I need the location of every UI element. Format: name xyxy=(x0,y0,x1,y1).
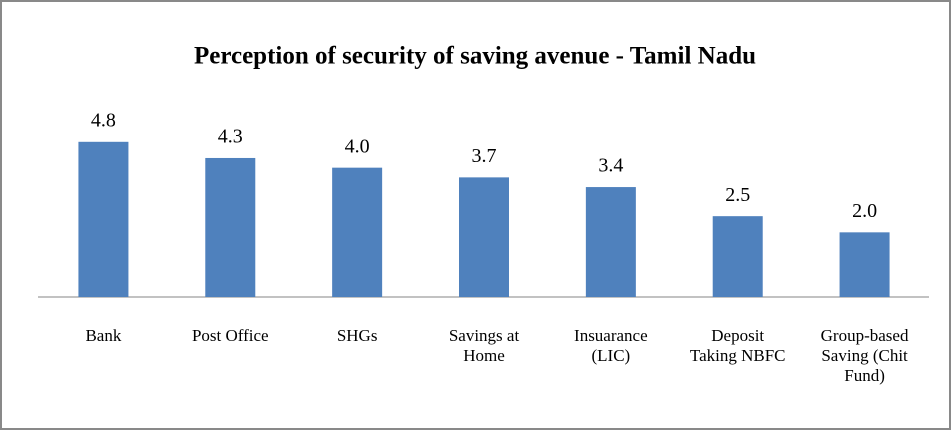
data-label: 4.3 xyxy=(218,126,243,148)
x-tick-label: SHGs xyxy=(336,326,378,345)
x-tick-label: Group-based Saving (Chit Fund) xyxy=(820,326,909,385)
chart-title: Perception of security of saving avenue … xyxy=(194,43,756,70)
x-tick-label: Deposit Taking NBFC xyxy=(689,326,786,365)
data-label: 4.0 xyxy=(345,135,370,157)
bar xyxy=(459,177,509,297)
data-label: 2.5 xyxy=(725,184,750,206)
bar xyxy=(205,157,256,297)
x-tick-label: Post Office xyxy=(191,326,269,345)
x-tick-label: Insuarance (LIC) xyxy=(574,326,648,365)
data-label: 4.8 xyxy=(91,109,116,131)
bar xyxy=(712,216,763,297)
x-tick-label: Bank xyxy=(85,326,122,345)
bar xyxy=(585,187,636,297)
x-tick-label: Savings at Home xyxy=(448,326,520,365)
bar xyxy=(332,167,383,297)
data-label: 2.0 xyxy=(852,200,877,222)
data-label: 3.7 xyxy=(472,145,497,167)
bar xyxy=(839,232,890,297)
data-label: 3.4 xyxy=(598,155,623,177)
bar xyxy=(78,141,129,297)
